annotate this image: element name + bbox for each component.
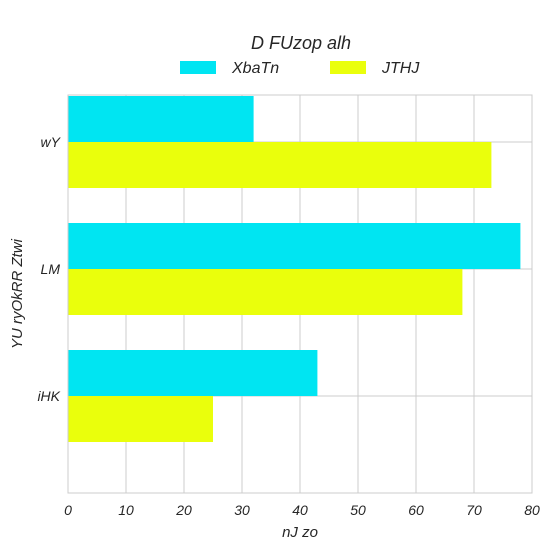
- x-tick-label: 40: [292, 502, 308, 518]
- x-tick-label: 60: [408, 502, 424, 518]
- x-tick-label: 70: [466, 502, 482, 518]
- bar-XbaTn-LM: [68, 223, 521, 269]
- bar-JTHJ-LM: [68, 269, 463, 315]
- legend-items: XbaTn JTHJ: [180, 60, 420, 77]
- x-tick-labels: 0 10 20 30 40 50 60 70 80: [64, 502, 540, 518]
- y-tick-label: wY: [41, 134, 62, 150]
- y-tick-labels: wY LM iHK: [37, 134, 61, 404]
- legend-title: D FUzop alh: [251, 33, 351, 53]
- legend-swatch-XbaTn: [180, 61, 216, 74]
- x-tick-label: 30: [234, 502, 250, 518]
- legend-label-JTHJ: JTHJ: [381, 60, 420, 77]
- bar-JTHJ-wY: [68, 142, 492, 188]
- y-tick-label: iHK: [37, 388, 60, 404]
- plot-frame: [67, 94, 533, 494]
- bar-XbaTn-wY: [68, 96, 254, 142]
- x-tick-label: 0: [64, 502, 72, 518]
- x-tick-label: 10: [118, 502, 134, 518]
- bar-XbaTn-iHK: [68, 350, 318, 396]
- bar-JTHJ-iHK: [68, 396, 213, 442]
- x-tick-label: 80: [524, 502, 540, 518]
- x-tick-label: 20: [175, 502, 192, 518]
- y-axis-label: YU ryOkRR Ztwi: [9, 238, 26, 349]
- x-axis-label: nJ zo: [282, 524, 318, 541]
- legend-label-XbaTn: XbaTn: [231, 60, 279, 77]
- legend: D FUzop alh XbaTn JTHJ: [180, 33, 420, 77]
- bars: [68, 96, 521, 442]
- legend-swatch-JTHJ: [330, 61, 366, 74]
- y-tick-label: LM: [41, 261, 61, 277]
- x-tick-label: 50: [350, 502, 366, 518]
